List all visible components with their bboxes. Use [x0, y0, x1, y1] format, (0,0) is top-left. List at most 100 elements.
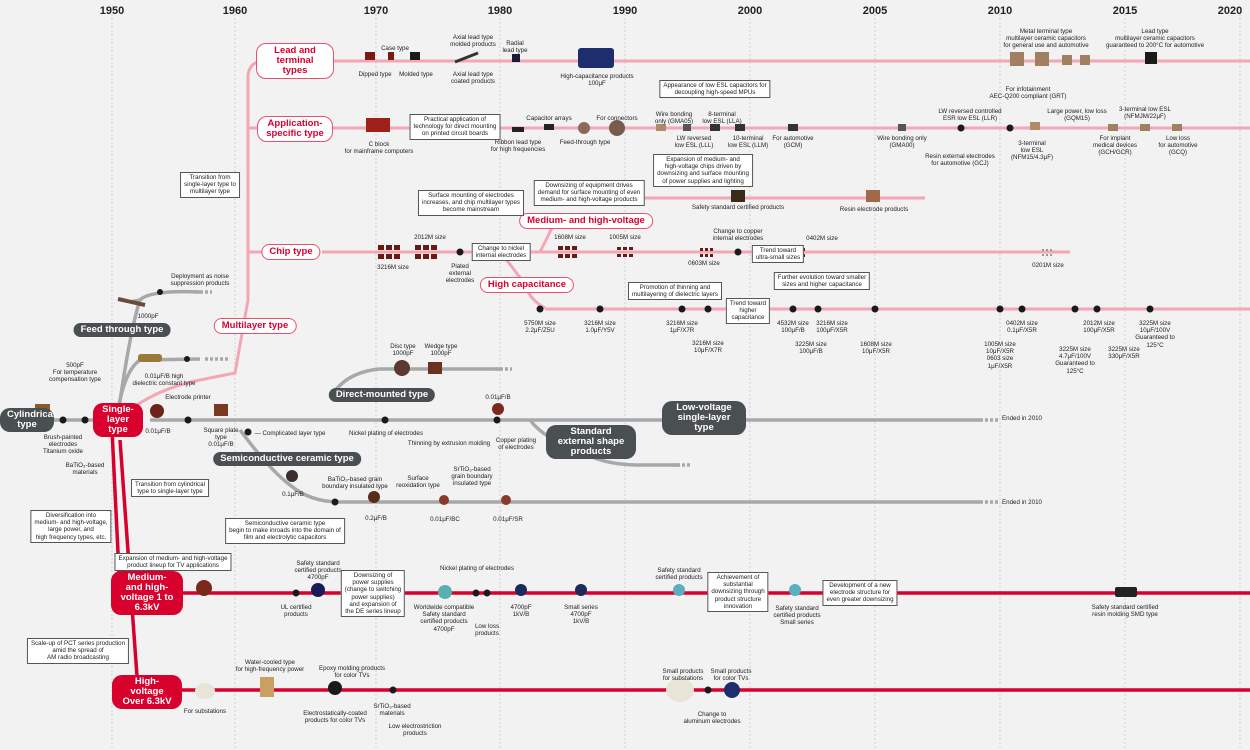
- label: Ended in 2010: [1002, 499, 1042, 506]
- label: 0402M size 0.1μF/X5R: [1006, 320, 1038, 335]
- category-application-specific[interactable]: Application-specific type: [257, 116, 333, 142]
- annotation-box: Scale-up of PCT series production amid t…: [26, 638, 130, 664]
- label: Low loss for automotive (GCQ): [1158, 135, 1198, 157]
- label: 3216M size 100μF/X5R: [816, 320, 848, 335]
- label: Safety standard certified products 4700p…: [294, 560, 342, 582]
- label: Change to copper internal electrodes: [712, 228, 764, 243]
- category-high-voltage[interactable]: High-voltage Over 6.3kV: [112, 675, 182, 709]
- label: Safety standard certified products: [655, 567, 703, 582]
- label: 0.01μF/B high dielectric constant type: [132, 373, 196, 388]
- category-multilayer[interactable]: Multilayer type: [213, 318, 297, 334]
- label: Worldwide compatible Safety standard cer…: [413, 604, 475, 633]
- label: 1005M size: [609, 234, 641, 241]
- label: Electrode printer: [165, 394, 211, 401]
- label: 0.01μF/SR: [493, 516, 523, 523]
- category-medium-high-voltage-chip[interactable]: Medium- and high-voltage: [519, 213, 653, 229]
- annotation-box: Trend toward ultra-small sizes: [751, 245, 805, 264]
- label: 3225M size 4.7μF/100V Guaranteed to 125°…: [1055, 346, 1095, 375]
- label: SrTiO₃-based grain boundary insulated ty…: [451, 466, 493, 488]
- annotation-box: Expansion of medium- and high-voltage ch…: [653, 154, 753, 187]
- annotation-box: Semiconductive ceramic type begin to mak…: [225, 518, 345, 544]
- label: Case type: [381, 45, 409, 52]
- label: 5750M size 2.2μF/Z5U: [524, 320, 556, 335]
- category-feed-through[interactable]: Feed through type: [73, 323, 171, 337]
- label: Dipped type: [358, 71, 392, 78]
- label: LW reversed low ESL (LLL): [674, 135, 714, 150]
- label: Ended in 2010: [1002, 415, 1042, 422]
- label: 4700pF 1kV/B: [510, 604, 532, 619]
- label: 3216M size: [377, 264, 409, 271]
- label: 0.01μF/BC: [430, 516, 460, 523]
- label: Plated external electrodes: [445, 263, 475, 285]
- label: 8-terminal low ESL (LLA): [702, 111, 742, 126]
- label: For implant medical devices (GCH/GCR): [1092, 135, 1138, 157]
- annotation-box: Change to nickel internal electrodes: [471, 243, 531, 262]
- category-high-capacitance[interactable]: High capacitance: [479, 277, 575, 293]
- label: Change to aluminum electrodes: [683, 711, 741, 726]
- annotation-box: Appearance of low ESL capacitors for dec…: [659, 80, 771, 99]
- label: Electrostatically-coated products for co…: [303, 710, 367, 725]
- label: Wedge type 1000pF: [424, 343, 458, 358]
- category-medium-high-voltage[interactable]: Medium- and high-voltage 1 to 6.3kV: [111, 571, 183, 615]
- label: 3216M size 1μF/X7R: [666, 320, 698, 335]
- label: Deployment as noise suppression products: [170, 273, 230, 288]
- category-low-voltage-single[interactable]: Low-voltage single-layer type: [662, 401, 746, 435]
- label: Disc type 1000pF: [390, 343, 416, 358]
- category-chip[interactable]: Chip type: [261, 244, 321, 260]
- label: Small products for color TVs: [710, 668, 752, 683]
- label: Feed-through type: [559, 139, 611, 146]
- label: For infotainment AEC-Q200 compliant (GRT…: [989, 86, 1067, 101]
- label: 3225M size 100μF/B: [795, 341, 827, 356]
- label: Ribbon lead type for high frequencies: [490, 139, 546, 154]
- label: Nickel plating of electrodes: [349, 430, 423, 437]
- category-lead-terminal[interactable]: Lead and terminal types: [256, 43, 334, 79]
- label: Safety standard certified resin molding …: [1091, 604, 1159, 619]
- annotation-box: Further evolution toward smaller sizes a…: [773, 272, 871, 291]
- label: 0.01μF/B: [145, 428, 171, 435]
- category-semiconductive[interactable]: Semiconductive ceramic type: [213, 452, 361, 466]
- label: UL certified products: [280, 604, 312, 619]
- annotation-box: Surface mounting of electrodes increases…: [417, 190, 525, 216]
- annotation-box: Achievement of substantial downsizing th…: [707, 572, 769, 613]
- annotation-box: Transition from cylindrical type to sing…: [131, 479, 209, 498]
- label: Epoxy molding products for color TVs: [318, 665, 386, 680]
- label: High-capacitance products 100μF: [560, 73, 634, 88]
- category-cylindrical[interactable]: Cylindrical type: [0, 408, 56, 432]
- label: For connectors: [596, 115, 638, 122]
- label: Axial lead type molded products: [450, 34, 496, 49]
- label: Brush-painted electrodes Titanium oxide: [42, 434, 84, 456]
- year-label: 1990: [612, 5, 638, 17]
- label: SrTiO₃-based materials: [373, 703, 411, 718]
- label: Capacitor arrays: [526, 115, 572, 122]
- label: Thinning by extrusion molding: [407, 440, 491, 447]
- annotation-box: Trend toward higher capacitance: [725, 298, 771, 324]
- year-label: 2015: [1112, 5, 1138, 17]
- label: Axial lead type coated products: [450, 71, 496, 86]
- category-single-layer[interactable]: Single-layer type: [93, 403, 143, 437]
- year-label: 1980: [487, 5, 513, 17]
- label: Small series 4700pF 1kV/B: [564, 604, 598, 626]
- label: Metal terminal type multilayer ceramic c…: [1003, 28, 1089, 50]
- label: Surface reoxidation type: [396, 475, 440, 490]
- year-label: 2020: [1217, 5, 1243, 17]
- label: Wire bonding only (GMA05): [654, 111, 694, 126]
- annotation-box: Practical application of technology for …: [409, 114, 501, 140]
- label: BaTiO₃-based grain boundary insulated ty…: [322, 476, 388, 491]
- label: Safety standard certified products Small…: [773, 605, 821, 627]
- year-label: 1960: [222, 5, 248, 17]
- label: 3225M size 10μF/100V Guaranteed to 125°C: [1135, 320, 1175, 349]
- category-standard-external[interactable]: Standard external shape products: [546, 425, 636, 459]
- label: 2012M size 100μF/X5R: [1083, 320, 1115, 335]
- category-direct-mounted[interactable]: Direct-mounted type: [328, 388, 436, 402]
- label: For substations: [183, 708, 227, 715]
- label: — Complicated layer type: [254, 430, 326, 437]
- label: Lead type multilayer ceramic capacitors …: [1105, 28, 1205, 50]
- year-label: 2005: [862, 5, 888, 17]
- label: Radial lead type: [502, 40, 528, 55]
- label: BaTiO₃-based materials: [65, 462, 105, 477]
- annotation-box: Transition from single-layer type to mul…: [180, 172, 240, 198]
- label: Low loss products: [474, 623, 500, 638]
- year-label: 1970: [363, 5, 389, 17]
